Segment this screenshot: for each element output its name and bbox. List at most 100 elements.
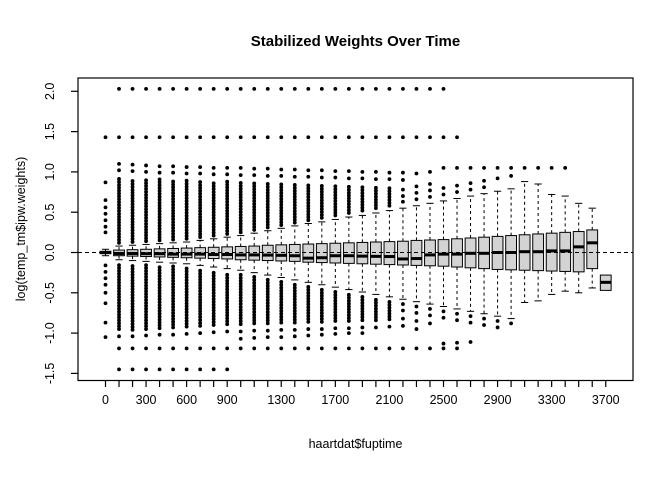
outlier-row-dot <box>117 367 121 372</box>
outlier-dot <box>360 325 365 330</box>
outlier-dot <box>455 311 459 316</box>
x-tick-label: 600 <box>176 393 197 407</box>
boxplot-group <box>329 169 342 336</box>
outlier-dot <box>319 175 324 180</box>
outlier-dot <box>401 199 405 204</box>
outlier-row-dot <box>171 367 176 372</box>
outlier-row-dot <box>184 86 189 91</box>
boxplot-group <box>99 180 112 340</box>
outlier-row-dot <box>171 346 176 351</box>
outlier-row-dot <box>157 86 162 91</box>
outlier-dot <box>103 290 108 295</box>
outlier-dot <box>292 174 297 179</box>
y-tick-label: -1.5 <box>43 363 57 385</box>
outlier-dot <box>103 218 108 223</box>
outlier-row <box>103 135 459 140</box>
outlier-row-dot <box>225 367 230 372</box>
plot-border <box>77 77 634 382</box>
boxplot-group <box>302 168 315 338</box>
outlier-row-dot <box>441 346 446 351</box>
outlier-row-dot <box>171 135 176 140</box>
box-rect <box>248 245 261 261</box>
outlier-row-dot <box>360 135 365 140</box>
outlier-row-dot <box>374 135 378 140</box>
outlier-dot <box>333 169 338 173</box>
box-rect <box>342 242 355 264</box>
outlier-row-dot <box>455 346 459 351</box>
outlier-row-dot <box>387 346 392 351</box>
outlier-row-dot <box>333 86 338 91</box>
outlier-dot <box>387 177 392 182</box>
outlier-row-dot <box>157 135 162 140</box>
outlier-dot <box>252 336 257 340</box>
outlier-dot <box>387 170 392 175</box>
outlier-dot <box>265 335 270 340</box>
boxplot-group <box>113 161 125 339</box>
outlier-row-dot <box>130 135 135 140</box>
x-tick-label: 2900 <box>484 393 512 407</box>
outlier-row-dot <box>211 346 216 351</box>
outlier-row-dot <box>130 346 135 351</box>
outlier-row-dot <box>171 86 176 91</box>
boxplot-group <box>383 170 396 329</box>
outlier-row-dot <box>144 135 148 140</box>
outlier-dot <box>401 170 405 175</box>
outlier-dot <box>319 168 324 173</box>
outlier-dot <box>455 340 459 345</box>
x-tick-label: 3300 <box>538 393 566 407</box>
outlier-row-dot <box>319 135 324 140</box>
outlier-dot <box>346 331 351 335</box>
outlier-dot <box>360 331 365 335</box>
outlier-dot <box>211 172 216 177</box>
outlier-dot <box>468 187 473 192</box>
outlier-dot <box>468 165 473 170</box>
boxplot-group <box>153 164 166 337</box>
outlier-dot <box>198 331 203 335</box>
outlier-row-dot <box>441 86 446 91</box>
outlier-dot <box>103 269 108 274</box>
outlier-row-dot <box>144 86 148 91</box>
outlier-row-dot <box>130 86 135 91</box>
outlier-row-dot <box>157 346 162 351</box>
outlier-dot <box>171 164 176 169</box>
outlier-dot <box>455 190 459 194</box>
outlier-dot <box>509 174 513 178</box>
outlier-dot <box>549 165 554 170</box>
outlier-row-dot <box>225 346 230 351</box>
x-tick-label: 2500 <box>430 393 458 407</box>
box-rect <box>586 229 599 270</box>
outlier-dot <box>441 165 446 170</box>
outlier-dot <box>130 162 135 167</box>
outlier-dot <box>468 320 473 325</box>
outlier-row-dot <box>401 135 405 140</box>
outlier-dot <box>238 329 243 334</box>
outlier-dot <box>117 168 121 173</box>
outlier-dot <box>117 334 121 339</box>
outlier-row-dot <box>428 86 432 91</box>
outlier-dot <box>184 332 189 336</box>
boxplot-group <box>518 165 531 303</box>
outlier-dot <box>252 166 257 171</box>
outlier-dot <box>333 326 338 331</box>
outlier-dot <box>563 165 568 170</box>
outlier-dot <box>428 170 432 174</box>
outlier-dot <box>171 170 176 175</box>
outlier-row-dot <box>184 135 189 140</box>
outlier-row-dot <box>346 86 351 91</box>
outlier-row-dot <box>238 346 243 351</box>
outlier-dot <box>103 301 108 306</box>
outlier-row-dot <box>292 135 297 140</box>
outlier-row-dot <box>292 346 297 351</box>
outlier-dot <box>455 318 459 323</box>
outlier-dot <box>333 175 338 180</box>
outlier-dot <box>211 165 216 170</box>
outlier-row-dot <box>252 346 257 351</box>
outlier-dot <box>441 315 446 320</box>
x-axis-label: haartdat$fuptime <box>308 437 403 451</box>
outlier-dot <box>346 169 351 173</box>
box-rect <box>370 241 382 265</box>
boxplot-group <box>559 165 572 292</box>
outlier-dot <box>401 308 405 313</box>
box-rect <box>572 231 585 273</box>
